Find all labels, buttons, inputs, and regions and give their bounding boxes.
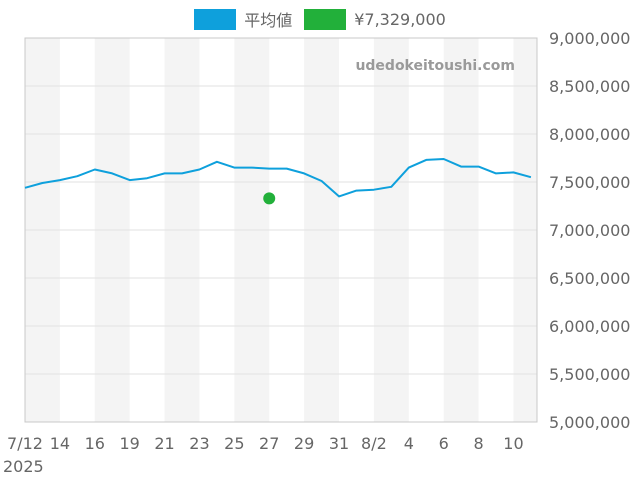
legend-label-average: 平均値 xyxy=(244,11,293,30)
x-tick-label: 7/12 xyxy=(7,434,43,453)
legend-label-price: ¥7,329,000 xyxy=(354,9,446,29)
chart-legend: 平均値 ¥7,329,000 xyxy=(0,7,640,31)
x-tick-label: 19 xyxy=(119,434,139,453)
x-tick-label: 4 xyxy=(404,434,414,453)
x-tick-label: 27 xyxy=(259,434,279,453)
x-tick-label: 23 xyxy=(189,434,209,453)
plot-frame xyxy=(24,37,538,423)
y-tick-label: 8,500,000 xyxy=(549,77,630,96)
watermark-text: udedokeitoushi.com xyxy=(355,58,515,74)
legend-swatch-average xyxy=(194,8,237,30)
y-tick-label: 7,000,000 xyxy=(549,221,630,240)
x-tick-year-label: 2025 xyxy=(3,457,44,476)
x-tick-label: 16 xyxy=(85,434,105,453)
data-point-price[interactable] xyxy=(263,192,276,205)
x-tick-label: 8 xyxy=(473,434,483,453)
x-tick-label: 10 xyxy=(503,434,523,453)
x-tick-label: 25 xyxy=(224,434,244,453)
series-line-average xyxy=(24,158,532,198)
y-tick-label: 5,000,000 xyxy=(549,413,630,432)
x-tick-label: 14 xyxy=(50,434,70,453)
x-tick-label: 8/2 xyxy=(361,434,387,453)
y-tick-label: 8,000,000 xyxy=(549,125,630,144)
y-tick-label: 5,500,000 xyxy=(549,365,630,384)
legend-swatch-price xyxy=(304,8,347,30)
legend-item-price[interactable]: ¥7,329,000 xyxy=(304,8,446,30)
legend-item-average[interactable]: 平均値 xyxy=(194,7,292,31)
x-tick-label: 6 xyxy=(439,434,449,453)
x-tick-label: 29 xyxy=(294,434,314,453)
x-tick-label: 31 xyxy=(329,434,349,453)
x-tick-label: 21 xyxy=(154,434,174,453)
y-tick-label: 6,500,000 xyxy=(549,269,630,288)
y-tick-label: 7,500,000 xyxy=(549,173,630,192)
y-tick-label: 6,000,000 xyxy=(549,317,630,336)
y-tick-label: 9,000,000 xyxy=(549,29,630,48)
